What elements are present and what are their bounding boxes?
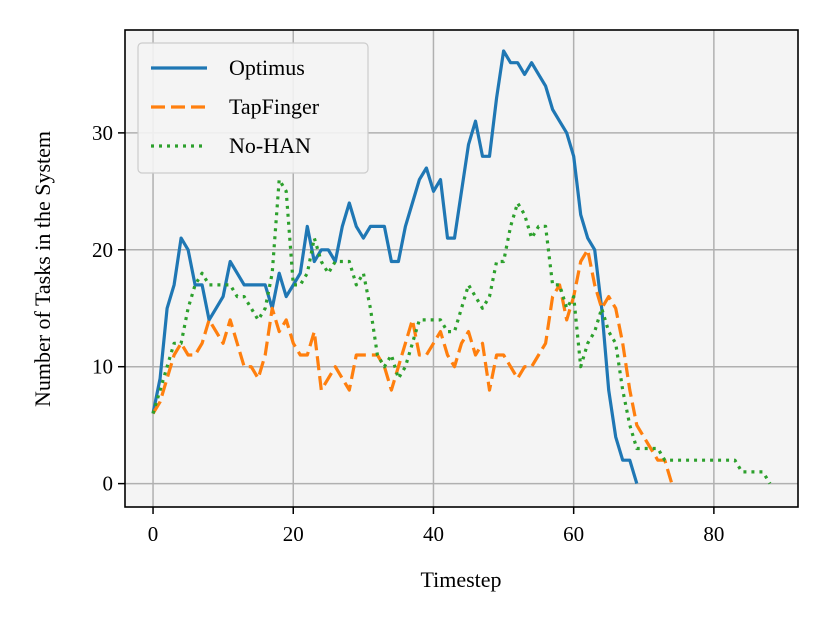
series-line-no-han: [151, 178, 772, 485]
x-tick-label: 80: [703, 522, 724, 546]
y-tick-label: 10: [92, 355, 113, 379]
y-axis-label: Number of Tasks in the System: [30, 131, 55, 407]
y-tick-label: 30: [92, 121, 113, 145]
series-line-optimus: [151, 49, 639, 485]
series-line-tapfinger: [151, 248, 674, 485]
x-tick-label: 40: [423, 522, 444, 546]
y-tick-label: 0: [103, 472, 114, 496]
legend-label: No-HAN: [229, 133, 311, 158]
legend-label: Optimus: [229, 55, 305, 80]
legend-box: [137, 42, 369, 174]
x-tick-label: 0: [148, 522, 159, 546]
x-tick-label: 20: [283, 522, 304, 546]
legend-label: TapFinger: [229, 94, 320, 119]
plot-frame: [124, 29, 799, 508]
x-tick-label: 60: [563, 522, 584, 546]
series-lines: [151, 49, 772, 485]
legend: Optimus TapFinger No-HAN: [137, 42, 369, 174]
y-tick-label: 20: [92, 238, 113, 262]
axis-ticks: 0 20 40 60 80 0 10 20 30: [92, 121, 724, 546]
x-axis-label: Timestep: [420, 567, 501, 592]
